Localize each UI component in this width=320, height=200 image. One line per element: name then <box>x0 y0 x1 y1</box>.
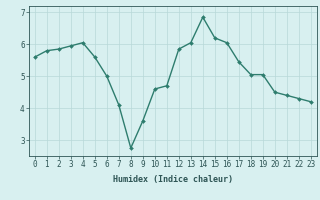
X-axis label: Humidex (Indice chaleur): Humidex (Indice chaleur) <box>113 175 233 184</box>
